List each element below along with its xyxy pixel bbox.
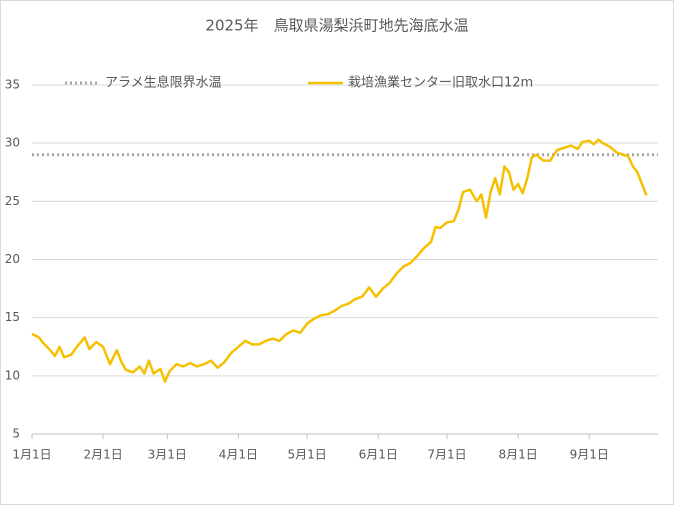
x-tick-label: 4月1日 — [219, 448, 258, 462]
y-tick-label: 30 — [5, 136, 20, 150]
y-tick-label: 20 — [5, 252, 20, 266]
x-tick-label: 6月1日 — [359, 448, 398, 462]
y-tick-label: 10 — [5, 368, 20, 382]
series-line — [31, 138, 648, 383]
x-tick-label: 9月1日 — [570, 448, 609, 462]
legend-label: アラメ生息限界水温 — [105, 75, 222, 91]
legend-label: 栽培漁業センター旧取水口12m — [348, 75, 533, 91]
x-tick-label: 3月1日 — [148, 448, 187, 462]
chart-title: 2025年 鳥取県湯梨浜町地先海底水温 — [205, 17, 468, 35]
x-tick-label: 8月1日 — [498, 448, 537, 462]
y-tick-label: 5 — [12, 427, 20, 441]
x-tick-label: 2月1日 — [83, 448, 122, 462]
y-tick-label: 35 — [5, 78, 20, 92]
y-tick-label: 15 — [5, 310, 20, 324]
x-tick-label: 7月1日 — [427, 448, 466, 462]
y-tick-label: 25 — [5, 194, 20, 208]
x-tick-label: 1月1日 — [12, 448, 51, 462]
x-tick-label: 5月1日 — [288, 448, 327, 462]
